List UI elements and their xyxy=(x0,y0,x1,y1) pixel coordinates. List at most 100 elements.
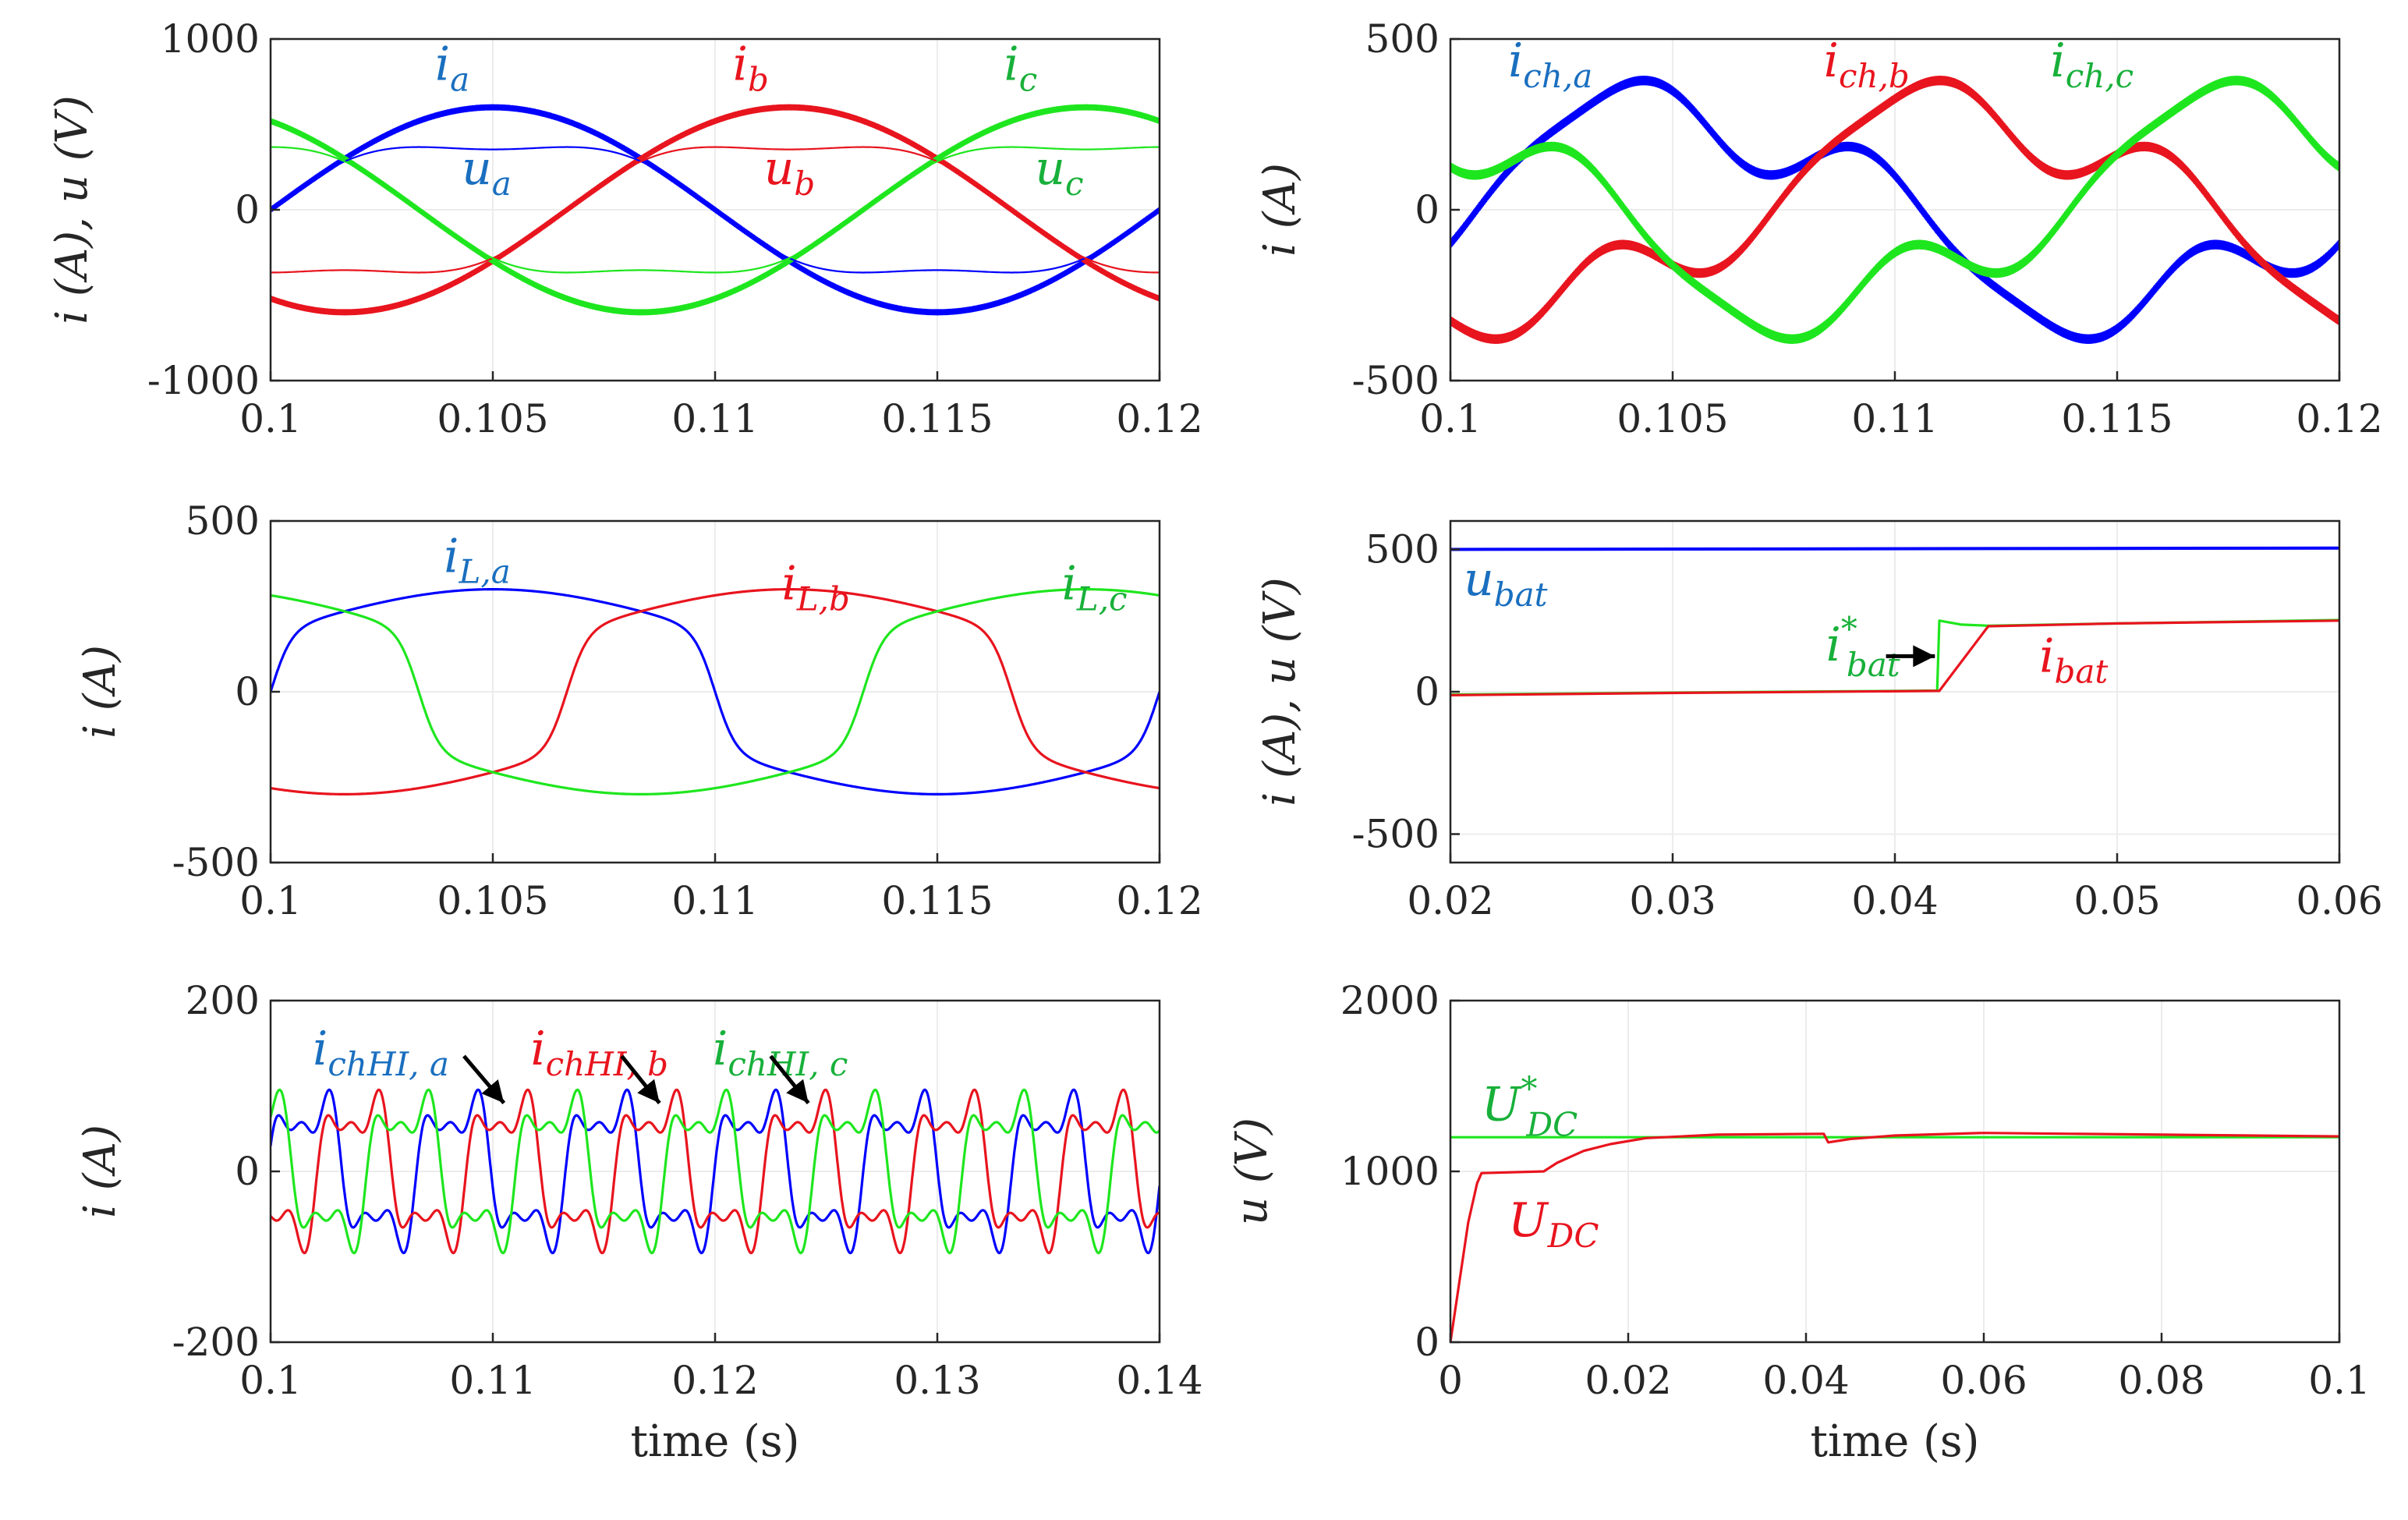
y-axis-label: i (A) xyxy=(75,645,126,739)
x-tick-label: 0.14 xyxy=(1116,1358,1202,1403)
x-axis-label: time (s) xyxy=(631,1416,800,1467)
x-tick-label: 0 xyxy=(1438,1358,1463,1403)
chart-p1: 0.1 0.105 0.11 0.115 0.12 1000 0 -1000 i (A), u … xyxy=(47,16,1203,441)
series-annotation: uc xyxy=(1035,141,1083,203)
x-tick-label: 0.03 xyxy=(1629,878,1716,923)
x-tick-label: 0.105 xyxy=(437,396,548,441)
series-annotation: ichHI, a xyxy=(313,1022,449,1083)
series-i-ch-b xyxy=(1450,76,2339,344)
series-i-a xyxy=(271,104,1160,316)
x-tick-label: 0.11 xyxy=(1851,396,1938,441)
series-i-bat xyxy=(1450,619,2339,696)
x-tick-label: 0.105 xyxy=(1617,396,1728,441)
series-annotation: iL,a xyxy=(444,530,510,591)
series-annotation: ub xyxy=(764,141,816,203)
x-tick-label: 0.11 xyxy=(671,396,758,441)
chart-p5: 0.1 0.11 0.12 0.13 0.14 200 0 -200 i (A) time (s)… xyxy=(75,978,1203,1467)
y-tick-label: -1000 xyxy=(147,358,260,403)
series-annotation: ua xyxy=(462,141,512,203)
series-annotation: iL,c xyxy=(1062,557,1128,618)
y-tick-label: 0 xyxy=(235,187,260,232)
chart-p2: 0.1 0.105 0.11 0.115 0.12 500 0 -500 i (A) ich,a i… xyxy=(1255,16,2383,441)
arrow-head xyxy=(786,1079,809,1104)
arrow-head xyxy=(637,1079,660,1104)
y-tick-label: -500 xyxy=(172,840,260,885)
x-tick-label: 0.08 xyxy=(2118,1358,2204,1403)
y-tick-label: -500 xyxy=(1352,358,1439,403)
x-tick-label: 0.1 xyxy=(2308,1358,2371,1403)
x-tick-label: 0.115 xyxy=(881,396,993,441)
x-tick-label: 0.11 xyxy=(671,878,758,923)
x-tick-label: 0.05 xyxy=(2073,878,2160,923)
chart-p3: 0.1 0.105 0.11 0.115 0.12 500 0 -500 i (A) iL,a iL… xyxy=(75,498,1203,923)
y-axis-label: i (A), u (V) xyxy=(47,95,97,324)
series-annotation: UDC xyxy=(1508,1193,1599,1255)
series-annotation: ia xyxy=(435,37,469,99)
y-tick-label: 0 xyxy=(1415,669,1439,714)
y-tick-label: 200 xyxy=(186,978,260,1023)
arrow-head xyxy=(1913,645,1935,668)
y-tick-label: 1000 xyxy=(1340,1149,1439,1194)
y-tick-label: 0 xyxy=(1415,187,1439,232)
series-annotation: ubat xyxy=(1464,552,1548,614)
series-annotation: ich,c xyxy=(2051,34,2134,95)
series-u-b xyxy=(271,146,1160,274)
y-tick-label: -500 xyxy=(1352,812,1439,857)
series-i-chHI-c xyxy=(271,1088,1160,1255)
y-tick-label: -200 xyxy=(172,1320,260,1365)
y-tick-label: 500 xyxy=(1365,527,1439,572)
y-tick-label: 0 xyxy=(235,1149,260,1194)
x-tick-label: 0.02 xyxy=(1407,878,1493,923)
x-axis-label: time (s) xyxy=(1811,1416,1980,1467)
x-tick-label: 0.12 xyxy=(2296,396,2382,441)
y-tick-label: 2000 xyxy=(1340,978,1439,1023)
series-annotation: iL,b xyxy=(782,557,850,618)
x-tick-label: 0.04 xyxy=(1851,878,1938,923)
y-tick-label: 0 xyxy=(1415,1320,1439,1365)
x-tick-label: 0.11 xyxy=(449,1358,536,1403)
x-tick-label: 0.1 xyxy=(239,878,302,923)
x-tick-label: 0.12 xyxy=(1116,878,1202,923)
y-tick-label: 500 xyxy=(1365,16,1439,62)
series-u-c xyxy=(271,146,1160,274)
x-tick-label: 0.115 xyxy=(881,878,993,923)
series-annotation: U* DC xyxy=(1482,1069,1578,1143)
series-i-L-a xyxy=(271,588,1160,795)
series-annotation: ich,a xyxy=(1508,34,1592,95)
x-tick-label: 0.02 xyxy=(1585,1358,1671,1403)
x-tick-label: 0.13 xyxy=(894,1358,980,1403)
y-axis-label: u (V) xyxy=(1227,1118,1277,1225)
y-tick-label: 500 xyxy=(186,498,260,544)
y-tick-label: 1000 xyxy=(161,16,260,62)
series-i-ch-a xyxy=(1450,76,2339,344)
x-tick-label: 0.1 xyxy=(239,1358,302,1403)
series-i-chHI-a xyxy=(271,1088,1160,1255)
y-tick-label: 0 xyxy=(235,669,260,714)
series-U-DC xyxy=(1450,1132,2339,1342)
chart-p6: 0 0.02 0.04 0.06 0.08 0.1 2000 1000 0 u (V) time (… xyxy=(1227,978,2371,1467)
series-annotation: ibat xyxy=(2039,629,2108,690)
series-u-a xyxy=(271,146,1160,274)
x-tick-label: 0.04 xyxy=(1762,1358,1849,1403)
series-annotation: ic xyxy=(1004,37,1038,99)
x-tick-label: 0.1 xyxy=(1419,396,1482,441)
series-annotation: ib xyxy=(733,37,769,99)
y-axis-label: i (A), u (V) xyxy=(1255,577,1305,806)
series-annotation: ichHI, b xyxy=(530,1022,668,1083)
series-i-ch-c xyxy=(1450,76,2339,344)
x-tick-label: 0.12 xyxy=(671,1358,758,1403)
series-annotation: ich,b xyxy=(1824,34,1910,95)
y-axis-label: i (A) xyxy=(75,1125,126,1218)
x-tick-label: 0.115 xyxy=(2061,396,2173,441)
arrow-head xyxy=(481,1079,505,1104)
series-i-L-c xyxy=(271,588,1160,795)
x-tick-label: 0.06 xyxy=(1940,1358,2027,1403)
x-tick-label: 0.1 xyxy=(239,396,302,441)
x-tick-label: 0.105 xyxy=(437,878,548,923)
series-annotation: ichHI, c xyxy=(713,1022,848,1083)
x-tick-label: 0.12 xyxy=(1116,396,1202,441)
series-u-bat xyxy=(1450,546,2339,551)
series-annotation: i* bat xyxy=(1826,610,1900,684)
chart-p4: 0.02 0.03 0.04 0.05 0.06 500 0 -500 i (A), u (V)… xyxy=(1255,519,2383,923)
